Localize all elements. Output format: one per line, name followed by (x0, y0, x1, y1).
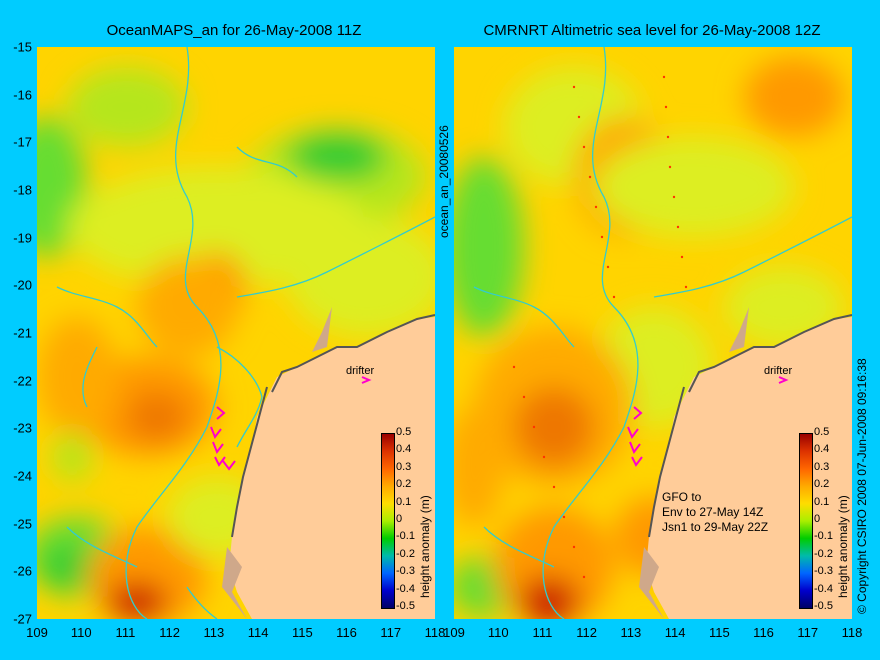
colorbar-tick-label: 0.3 (396, 460, 412, 473)
left-map-panel (37, 47, 435, 619)
right-drifter-label: drifter (764, 365, 793, 377)
x-tick-label: 113 (620, 625, 642, 640)
x-tick-label: 110 (487, 625, 509, 640)
colorbar-tick-label: -0.3 (396, 565, 415, 578)
right-panel-title: CMRNRT Altimetric sea level for 26-May-2… (483, 22, 821, 39)
copyright-label: © Copyright CSIRO 2008 07-Jun-2008 09:16… (855, 358, 869, 614)
note-line: Jsn1 to 29-May 22Z (662, 520, 769, 534)
x-tick-label: 112 (576, 625, 598, 640)
colorbar-tick-label: -0.1 (814, 530, 833, 543)
y-tick-label: -23 (13, 420, 32, 436)
colorbar-tick-label: 0.5 (814, 426, 830, 438)
y-tick-label: -24 (13, 468, 32, 484)
colorbar-tick-label: -0.3 (814, 565, 833, 578)
left-drifter-label: drifter (346, 365, 375, 377)
x-tick-label: 117 (380, 625, 402, 640)
x-tick-label: 112 (159, 625, 181, 640)
colorbar-tick-label: 0.4 (814, 443, 830, 456)
y-tick-label: -20 (13, 277, 32, 293)
colorbar-tick-label: -0.5 (814, 600, 833, 612)
y-tick-label: -27 (13, 611, 32, 627)
x-tick-label: 113 (203, 625, 225, 640)
altimeter-tracks (512, 75, 688, 579)
colorbar-tick-label: -0.2 (814, 547, 833, 560)
colorbar-tick-label: 0 (396, 513, 403, 525)
right-map-svg (454, 47, 852, 619)
colorbar-tick-label: 0.1 (814, 495, 830, 508)
y-tick-label: -16 (13, 87, 32, 103)
x-tick-label: 116 (336, 625, 357, 640)
x-tick-label: 114 (664, 625, 686, 640)
right-map-panel (454, 47, 852, 619)
y-tick-label: -22 (13, 373, 32, 389)
colorbar-tick-label: 0.1 (396, 495, 412, 508)
note-line: Env to 27-May 14Z (662, 505, 764, 519)
note-line: GFO to (662, 490, 702, 504)
colorbar-tick-label: -0.2 (396, 547, 415, 560)
colorbar-tick-label: 0.3 (814, 460, 830, 473)
x-tick-label: 118 (841, 625, 863, 640)
x-tick-label: 117 (797, 625, 819, 640)
y-tick-label: -21 (13, 325, 32, 341)
x-tick-label: 114 (247, 625, 269, 640)
x-tick-label: 109 (26, 625, 48, 640)
x-tick-label: 118 (424, 625, 446, 640)
colorbar-tick-label: 0.2 (814, 478, 830, 491)
left-map-svg (37, 47, 435, 619)
x-tick-label: 109 (443, 625, 465, 640)
left-panel-title: OceanMAPS_an for 26-May-2008 11Z (106, 22, 362, 39)
y-tick-label: -15 (13, 39, 32, 55)
colorbar-tick-label: -0.4 (396, 582, 415, 595)
right-colorbar (799, 433, 813, 609)
x-tick-label: 111 (115, 625, 136, 640)
y-tick-label: -25 (13, 516, 32, 532)
x-tick-label: 116 (753, 625, 774, 640)
colorbar-tick-label: -0.5 (396, 600, 415, 612)
right-colorbar-label: height anomaly (m) (836, 495, 850, 598)
left-colorbar-label: height anomaly (m) (418, 495, 432, 598)
colorbar-tick-label: 0.5 (396, 426, 412, 438)
x-tick-label: 110 (70, 625, 92, 640)
y-tick-label: -26 (13, 563, 32, 579)
colorbar-tick-label: 0 (814, 513, 821, 525)
y-tick-label: -18 (13, 182, 32, 198)
side-file-label: ocean_an_20080526 (437, 125, 451, 238)
x-tick-label: 115 (291, 625, 313, 640)
y-tick-label: -19 (13, 230, 32, 246)
colorbar-tick-label: -0.4 (814, 582, 833, 595)
satellite-note: GFO to Env to 27-May 14Z Jsn1 to 29-May … (662, 490, 768, 535)
y-tick-label: -17 (13, 134, 32, 150)
colorbar-tick-label: -0.1 (396, 530, 415, 543)
left-colorbar (381, 433, 395, 609)
x-tick-label: 115 (708, 625, 730, 640)
x-tick-label: 111 (532, 625, 553, 640)
colorbar-tick-label: 0.4 (396, 443, 412, 456)
colorbar-tick-label: 0.2 (396, 478, 412, 491)
